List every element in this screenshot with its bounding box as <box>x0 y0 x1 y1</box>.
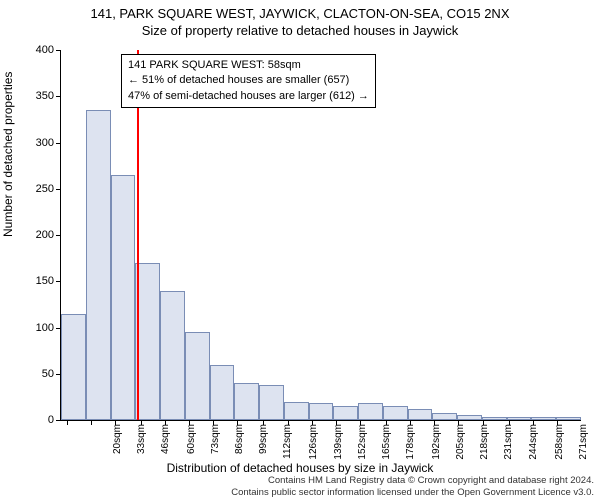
xtick-label: 244sqm <box>528 424 539 464</box>
xtick-mark <box>533 420 534 425</box>
histogram-chart: 05010015020025030035040020sqm33sqm46sqm6… <box>60 50 581 421</box>
xtick-label: 152sqm <box>357 424 368 464</box>
histogram-bar <box>284 402 309 421</box>
xtick-mark <box>91 420 92 425</box>
histogram-bar <box>408 409 433 420</box>
xtick-label: 73sqm <box>210 424 221 464</box>
footer-line-2: Contains public sector information licen… <box>231 487 594 498</box>
xtick-label: 139sqm <box>333 424 344 464</box>
xtick-mark <box>189 420 190 425</box>
xtick-label: 271sqm <box>578 424 589 464</box>
histogram-bar <box>160 291 185 421</box>
annotation-box: 141 PARK SQUARE WEST: 58sqm ← 51% of det… <box>121 54 376 108</box>
ytick-label: 300 <box>36 137 61 149</box>
xtick-label: 231sqm <box>503 424 514 464</box>
histogram-bar <box>507 417 532 420</box>
annotation-line-2: ← 51% of detached houses are smaller (65… <box>128 73 369 88</box>
histogram-bar <box>333 406 358 420</box>
xtick-mark <box>213 420 214 425</box>
ytick-label: 400 <box>36 44 61 56</box>
title-main: 141, PARK SQUARE WEST, JAYWICK, CLACTON-… <box>0 0 600 21</box>
xtick-label: 46sqm <box>160 424 171 464</box>
xtick-label: 20sqm <box>112 424 123 464</box>
xtick-label: 99sqm <box>258 424 269 464</box>
xtick-label: 258sqm <box>554 424 565 464</box>
ytick-label: 50 <box>42 368 61 380</box>
annotation-line-3: 47% of semi-detached houses are larger (… <box>128 89 369 104</box>
ytick-label: 150 <box>36 275 61 287</box>
xtick-mark <box>165 420 166 425</box>
xtick-label: 205sqm <box>455 424 466 464</box>
xtick-mark <box>509 420 510 425</box>
xtick-mark <box>67 420 68 425</box>
xtick-mark <box>483 420 484 425</box>
xtick-mark <box>312 420 313 425</box>
xtick-mark <box>360 420 361 425</box>
ytick-label: 250 <box>36 183 61 195</box>
xtick-mark <box>263 420 264 425</box>
histogram-bar <box>210 365 235 421</box>
xtick-mark <box>557 420 558 425</box>
histogram-bar <box>234 383 259 420</box>
ytick-label: 350 <box>36 90 61 102</box>
histogram-bar <box>482 417 507 420</box>
histogram-bar <box>185 332 210 420</box>
annotation-line-1: 141 PARK SQUARE WEST: 58sqm <box>128 58 369 73</box>
histogram-bar <box>457 415 482 420</box>
xtick-label: 33sqm <box>136 424 147 464</box>
histogram-bar <box>259 385 284 420</box>
histogram-bar <box>531 417 556 420</box>
ytick-label: 100 <box>36 322 61 334</box>
histogram-bar <box>86 110 111 420</box>
histogram-bar <box>556 417 581 420</box>
xtick-label: 218sqm <box>479 424 490 464</box>
ytick-label: 0 <box>48 414 61 426</box>
xtick-mark <box>237 420 238 425</box>
xtick-label: 86sqm <box>234 424 245 464</box>
xtick-label: 165sqm <box>381 424 392 464</box>
xtick-label: 60sqm <box>186 424 197 464</box>
xtick-mark <box>410 420 411 425</box>
footer-attribution: Contains HM Land Registry data © Crown c… <box>231 475 594 498</box>
xtick-mark <box>288 420 289 425</box>
histogram-bar <box>61 314 86 420</box>
histogram-bar <box>111 175 136 420</box>
xtick-label: 126sqm <box>308 424 319 464</box>
x-axis-label: Distribution of detached houses by size … <box>0 461 600 475</box>
xtick-mark <box>458 420 459 425</box>
xtick-label: 112sqm <box>282 424 293 464</box>
histogram-bar <box>358 403 383 420</box>
xtick-mark <box>141 420 142 425</box>
y-axis-label: Number of detached properties <box>1 72 15 237</box>
ytick-label: 200 <box>36 229 61 241</box>
histogram-bar <box>309 403 334 420</box>
xtick-mark <box>336 420 337 425</box>
histogram-bar <box>383 406 408 420</box>
xtick-label: 192sqm <box>431 424 442 464</box>
xtick-mark <box>434 420 435 425</box>
histogram-bar <box>432 413 457 420</box>
xtick-mark <box>115 420 116 425</box>
footer-line-1: Contains HM Land Registry data © Crown c… <box>231 475 594 486</box>
xtick-mark <box>386 420 387 425</box>
title-sub: Size of property relative to detached ho… <box>0 21 600 38</box>
xtick-label: 178sqm <box>405 424 416 464</box>
